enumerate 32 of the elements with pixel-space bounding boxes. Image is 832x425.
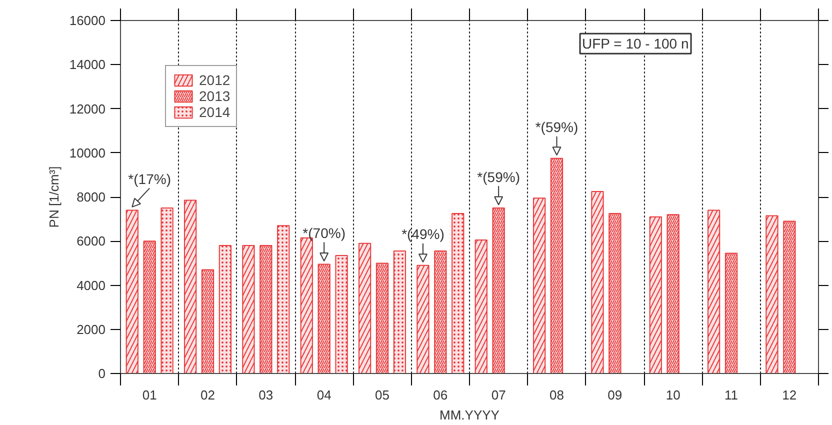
y-tick-label: 4000 [76,278,106,293]
legend-label: 2012 [199,72,230,88]
x-tick-label: 07 [491,388,506,402]
y-tick-label: 16000 [69,13,106,28]
y-tick-label: 8000 [76,190,106,204]
legend-label: 2013 [199,88,230,104]
x-tick-label: 04 [316,388,332,402]
annotation: *(49%) [402,226,444,242]
x-axis-title: MM.YYYY [440,408,500,422]
y-tick-label: 12000 [69,101,106,116]
x-tick-label: 03 [258,388,274,402]
x-tick-label: 12 [782,388,797,402]
annotation: *(70%) [302,225,346,242]
x-tick-label: 08 [550,388,564,402]
y-tick-label: 10000 [69,145,106,160]
annotation: *(17%) [128,171,171,188]
y-tick-label: 0 [98,366,106,381]
x-tick-label: 10 [666,388,680,402]
annotation: *(59%) [535,119,578,136]
y-tick-label: 2000 [76,322,106,337]
legend-label: 2014 [199,104,230,120]
x-tick-label: 01 [142,388,157,402]
x-tick-label: 05 [375,388,390,402]
annotation: *(59%) [477,168,520,185]
x-tick-label: 02 [200,388,215,402]
x-tick-label: 09 [608,388,622,402]
y-tick-label: 14000 [69,57,106,72]
y-axis-title: PN [1/cm³] [46,166,62,228]
y-tick-label: 6000 [76,234,106,249]
annotation: UFP = 10 - 100 n [582,36,689,52]
x-tick-label: 06 [433,388,448,402]
x-tick-label: 11 [724,388,738,402]
